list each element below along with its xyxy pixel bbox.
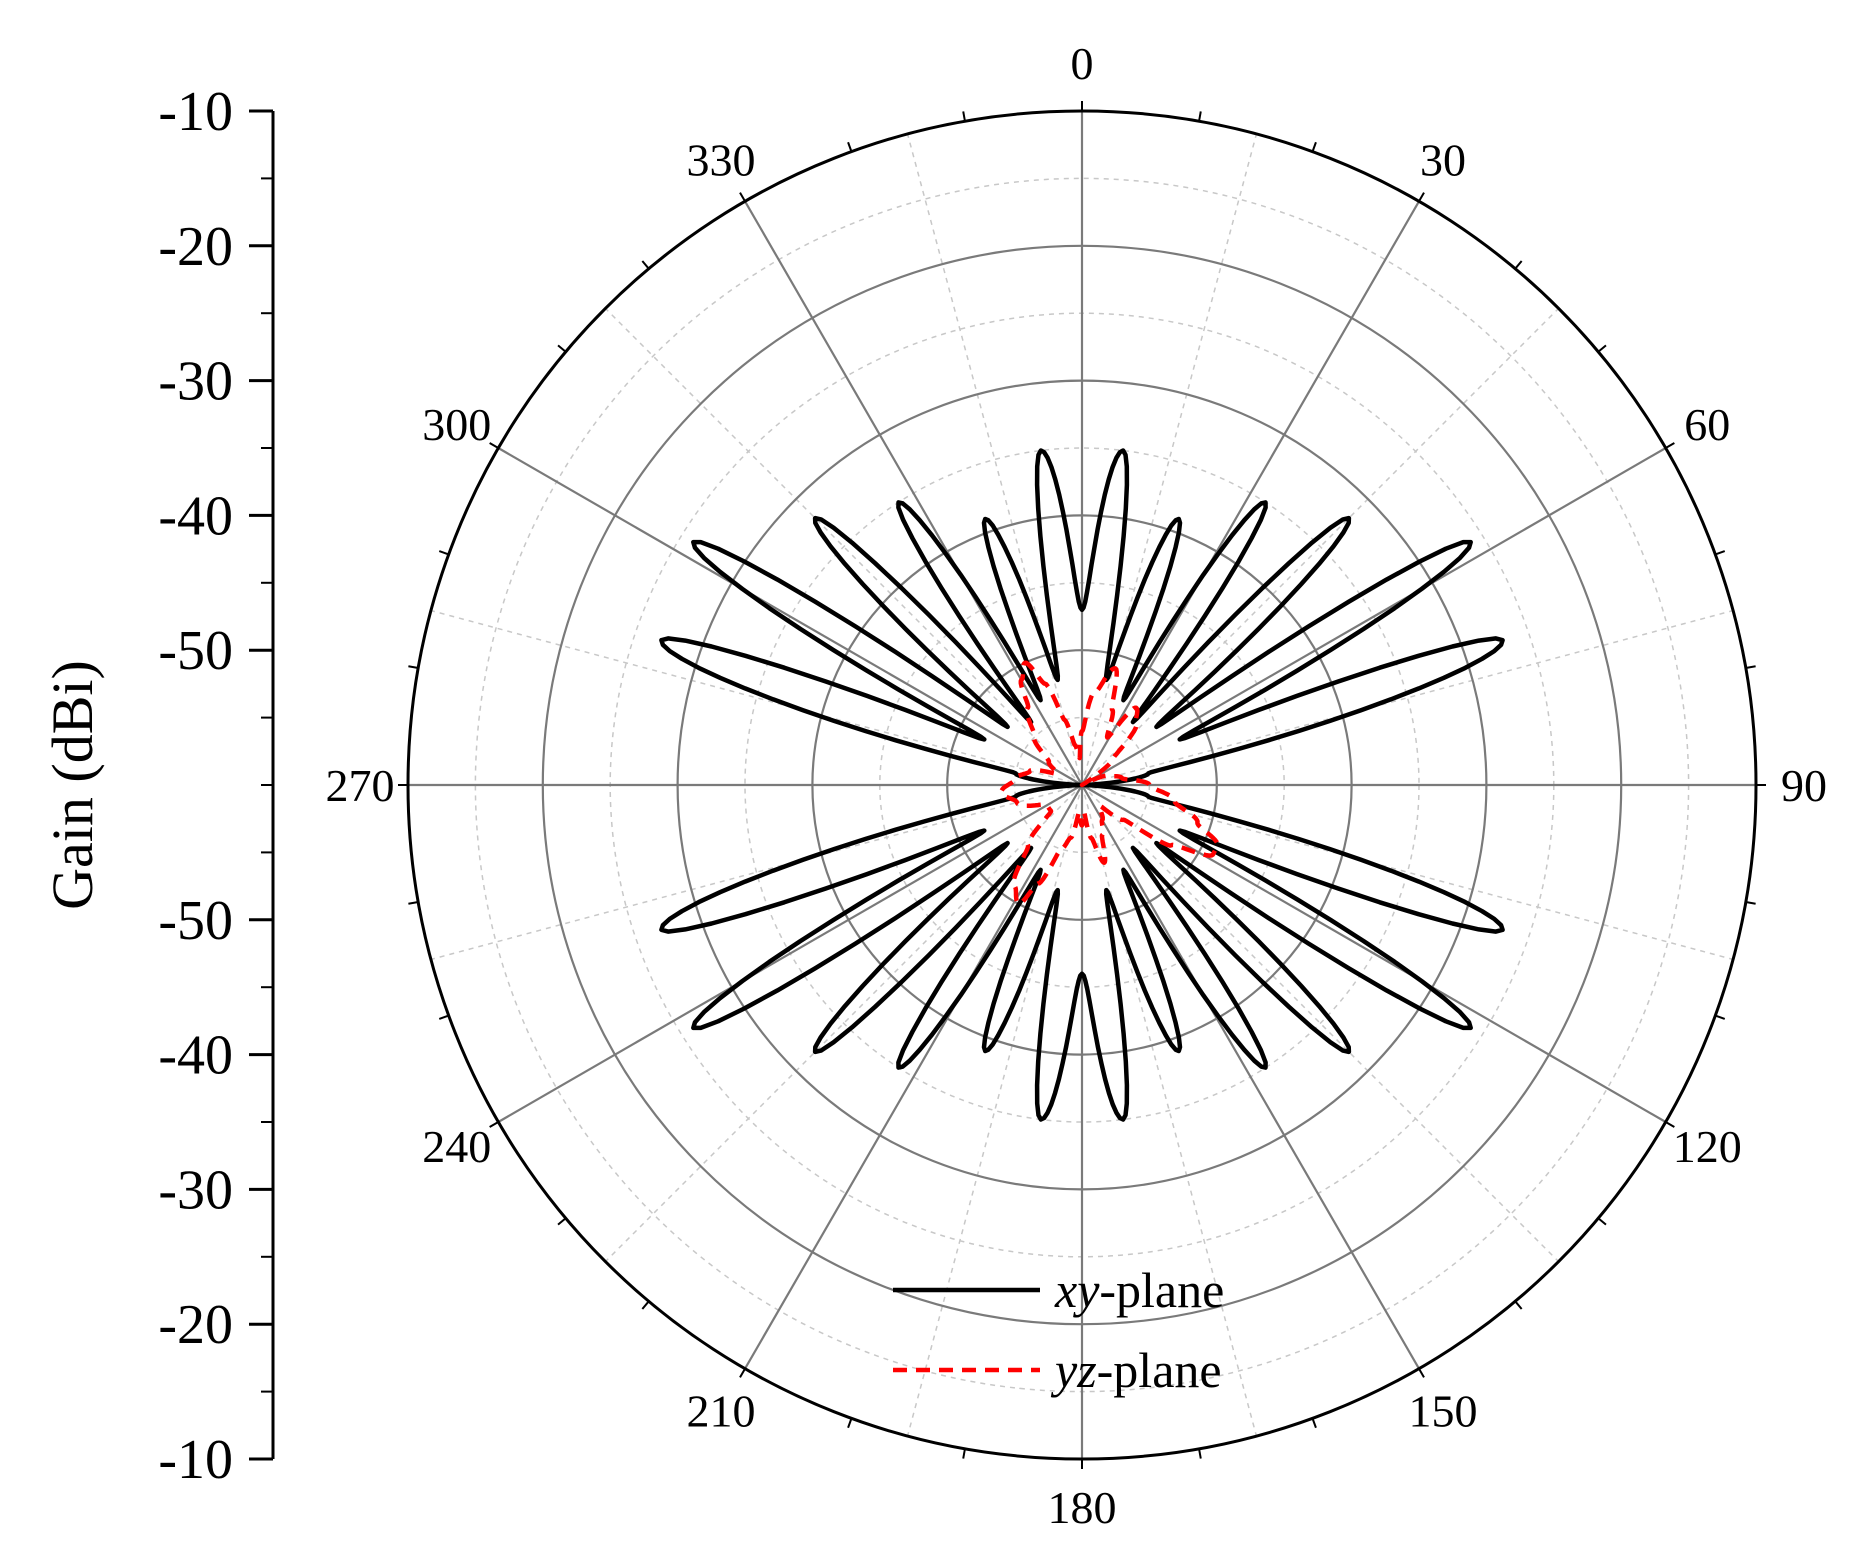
- major-grid-spoke: [497, 784, 1083, 1123]
- angular-tick-mark: [1514, 260, 1523, 270]
- angle-label-240: 240: [422, 1121, 491, 1172]
- legend-label-xy: xy-plane: [1054, 1262, 1224, 1318]
- major-grid-spoke: [1081, 784, 1667, 1123]
- angular-tick-mark: [1418, 192, 1425, 202]
- minor-grid-spoke: [1081, 784, 1560, 1263]
- minor-grid-spoke: [1081, 784, 1734, 961]
- minor-grid-spoke: [1081, 784, 1258, 1437]
- radial-tick-label: -40: [158, 485, 233, 547]
- radial-tick-label: -20: [158, 1294, 233, 1356]
- angular-tick-mark: [1418, 1368, 1425, 1378]
- radial-tick-label: -20: [158, 216, 233, 278]
- angular-tick-mark: [1311, 141, 1317, 152]
- major-grid-spoke: [744, 784, 1083, 1370]
- angular-tick-mark: [1198, 1448, 1202, 1459]
- series-layer: [659, 448, 1505, 1122]
- major-grid-spoke: [1081, 200, 1420, 786]
- major-grid-spoke: [497, 447, 1083, 786]
- radial-tick-label: -10: [158, 81, 233, 143]
- minor-grid-spoke: [604, 307, 1083, 786]
- radial-tick-label: -30: [158, 351, 233, 413]
- radial-tick-label: -50: [158, 620, 233, 682]
- minor-grid-spoke: [1081, 133, 1258, 786]
- legend-item-xy: xy-plane: [893, 1262, 1224, 1318]
- angle-label-210: 210: [687, 1385, 756, 1436]
- series-line-yz-plane: [999, 660, 1220, 907]
- angular-tick-mark: [1745, 901, 1756, 905]
- legend-item-yz: yz-plane: [893, 1342, 1222, 1398]
- minor-grid-spoke: [906, 133, 1083, 786]
- minor-grid-spoke: [1081, 307, 1560, 786]
- angular-tick-mark: [1665, 1121, 1675, 1128]
- polar-grid: [398, 101, 1766, 1469]
- radial-tick-label: -30: [158, 1159, 233, 1221]
- major-grid-spoke: [744, 200, 1083, 786]
- minor-grid-spoke: [430, 609, 1083, 786]
- angle-label-300: 300: [422, 399, 491, 450]
- angular-tick-mark: [1597, 344, 1607, 353]
- angle-label-0: 0: [1071, 38, 1094, 89]
- angle-label-60: 60: [1684, 399, 1730, 450]
- radial-axis: -10 -10 -20 -20 -30 -30 -40 -40 -50 -50: [158, 81, 275, 1491]
- major-grid-spoke: [1081, 784, 1420, 1370]
- angle-label-150: 150: [1409, 1385, 1478, 1436]
- angle-label-90: 90: [1781, 760, 1827, 811]
- minor-grid-spoke: [1081, 609, 1734, 786]
- angular-tick-mark: [1745, 665, 1756, 669]
- angular-tick-mark: [962, 111, 966, 122]
- radial-tick-label: -40: [158, 1025, 233, 1087]
- radial-tick-label: -50: [158, 890, 233, 952]
- angular-tick-mark: [408, 665, 419, 669]
- angular-tick-mark: [489, 442, 499, 449]
- angular-tick-mark: [1665, 442, 1675, 449]
- radial-axis-title: Gain (dBi): [40, 660, 105, 910]
- angular-tick-mark: [1715, 1014, 1726, 1020]
- angular-tick-mark: [438, 550, 449, 556]
- angular-tick-mark: [962, 1448, 966, 1459]
- angular-tick-labels: 0 30 60 90 120 150 180 210 240 270 300 330: [326, 38, 1828, 1533]
- legend-label-xy-suffix: -plane: [1099, 1262, 1224, 1318]
- angular-tick-mark: [1514, 1300, 1523, 1310]
- angle-label-120: 120: [1673, 1121, 1742, 1172]
- angular-tick-mark: [847, 1418, 853, 1429]
- radial-tick-label: -10: [158, 1429, 233, 1491]
- legend: xy-plane yz-plane: [893, 1262, 1224, 1398]
- angular-tick-mark: [641, 260, 650, 270]
- angular-tick-mark: [489, 1121, 499, 1128]
- angular-tick-mark: [847, 141, 853, 152]
- angular-tick-mark: [557, 1217, 567, 1226]
- angular-tick-mark: [438, 1014, 449, 1020]
- legend-label-yz: yz-plane: [1050, 1342, 1222, 1398]
- minor-grid-spoke: [604, 784, 1083, 1263]
- angular-tick-mark: [739, 192, 746, 202]
- angular-tick-mark: [641, 1300, 650, 1310]
- legend-label-yz-suffix: -plane: [1097, 1342, 1222, 1398]
- minor-grid-spoke: [906, 784, 1083, 1437]
- angle-label-30: 30: [1420, 135, 1466, 186]
- legend-label-yz-prefix: yz: [1050, 1342, 1097, 1398]
- series-line-xy-plane: [659, 448, 1505, 1122]
- angular-tick-mark: [408, 901, 419, 905]
- angular-tick-mark: [739, 1368, 746, 1378]
- major-grid-spoke: [1081, 447, 1667, 786]
- angular-tick-mark: [1311, 1418, 1317, 1429]
- angular-tick-mark: [1715, 550, 1726, 556]
- angular-tick-mark: [1198, 111, 1202, 122]
- minor-grid-spoke: [430, 784, 1083, 961]
- angle-label-270: 270: [326, 760, 395, 811]
- angle-label-180: 180: [1048, 1482, 1117, 1533]
- angular-tick-mark: [557, 344, 567, 353]
- legend-label-xy-prefix: xy: [1054, 1262, 1100, 1318]
- angle-label-330: 330: [687, 135, 756, 186]
- angular-tick-mark: [1597, 1217, 1607, 1226]
